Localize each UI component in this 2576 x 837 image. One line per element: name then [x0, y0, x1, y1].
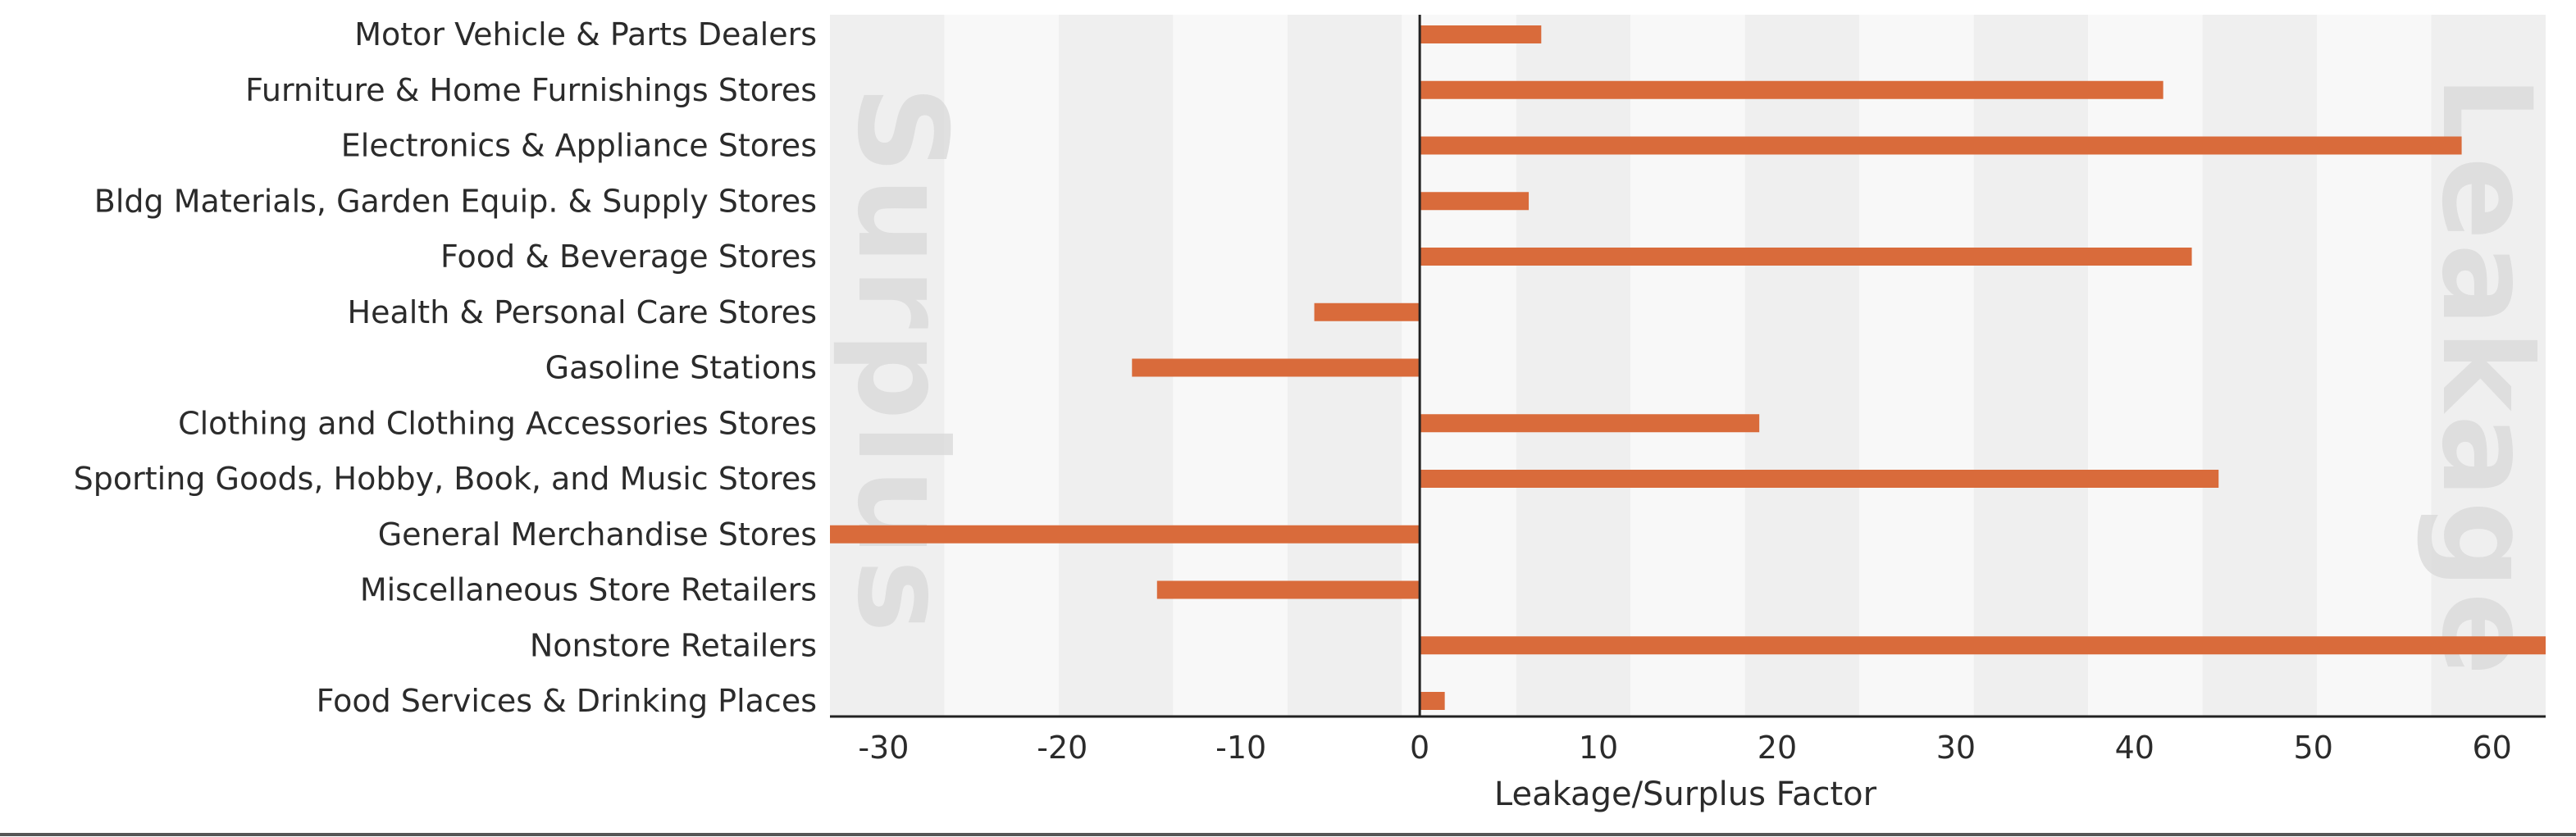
bar: [1420, 136, 2462, 155]
background-band: [2088, 15, 2203, 716]
x-tick-label: 40: [2115, 730, 2154, 766]
background-band: [2317, 15, 2432, 716]
bars-group: [830, 25, 2546, 710]
background-band: [1630, 15, 1745, 716]
category-label: General Merchandise Stores: [378, 516, 817, 553]
category-label: Electronics & Appliance Stores: [341, 128, 817, 164]
category-label: Food & Beverage Stores: [440, 239, 817, 275]
x-tick-label: 20: [1758, 730, 1797, 766]
bar: [830, 525, 1420, 544]
background-band: [830, 15, 945, 716]
background-band: [1859, 15, 1974, 716]
x-tick-label: -20: [1037, 730, 1087, 766]
background-band: [2431, 15, 2546, 716]
bar: [1156, 580, 1420, 599]
bar: [1420, 692, 1445, 710]
x-tick-label: 30: [1936, 730, 1976, 766]
bar: [1314, 303, 1420, 321]
leakage-watermark: Leakage: [2414, 75, 2557, 680]
x-tick-label: -30: [858, 730, 909, 766]
category-labels: Motor Vehicle & Parts Dealers Furniture &…: [74, 16, 817, 719]
background-band: [1744, 15, 1860, 716]
background-bands: [830, 15, 2546, 716]
x-tick-labels: -30 -20 -10 0 10 20 30 40 50 60: [858, 730, 2511, 766]
background-band: [2202, 15, 2318, 716]
category-label: Miscellaneous Store Retailers: [360, 572, 817, 608]
bar: [1420, 470, 2219, 488]
bar: [1420, 192, 1530, 211]
category-label: Bldg Materials, Garden Equip. & Supply S…: [94, 183, 817, 219]
bar: [1420, 25, 1542, 43]
background-band: [1516, 15, 1631, 716]
bar: [1132, 358, 1420, 377]
bar: [1420, 414, 1760, 433]
background-band: [944, 15, 1059, 716]
x-axis-title: Leakage/Surplus Factor: [1494, 776, 1877, 813]
category-label: Nonstore Retailers: [530, 627, 817, 663]
category-label: Gasoline Stations: [545, 350, 817, 386]
category-label: Sporting Goods, Hobby, Book, and Music S…: [74, 461, 817, 497]
x-tick-label: 0: [1410, 730, 1429, 766]
x-tick-label: 60: [2472, 730, 2511, 766]
category-label: Furniture & Home Furnishings Stores: [245, 72, 817, 108]
x-tick-label: -10: [1215, 730, 1266, 766]
bar: [1420, 248, 2192, 266]
x-tick-label: 50: [2294, 730, 2333, 766]
category-label: Health & Personal Care Stores: [348, 294, 818, 330]
bar: [1420, 636, 2546, 655]
surplus-watermark: Surplus: [830, 85, 973, 636]
category-label: Motor Vehicle & Parts Dealers: [354, 16, 817, 52]
background-band: [1973, 15, 2089, 716]
bar: [1420, 80, 2163, 99]
category-label: Clothing and Clothing Accessories Stores: [178, 405, 817, 441]
category-label: Food Services & Drinking Places: [317, 683, 817, 719]
x-tick-label: 10: [1579, 730, 1618, 766]
